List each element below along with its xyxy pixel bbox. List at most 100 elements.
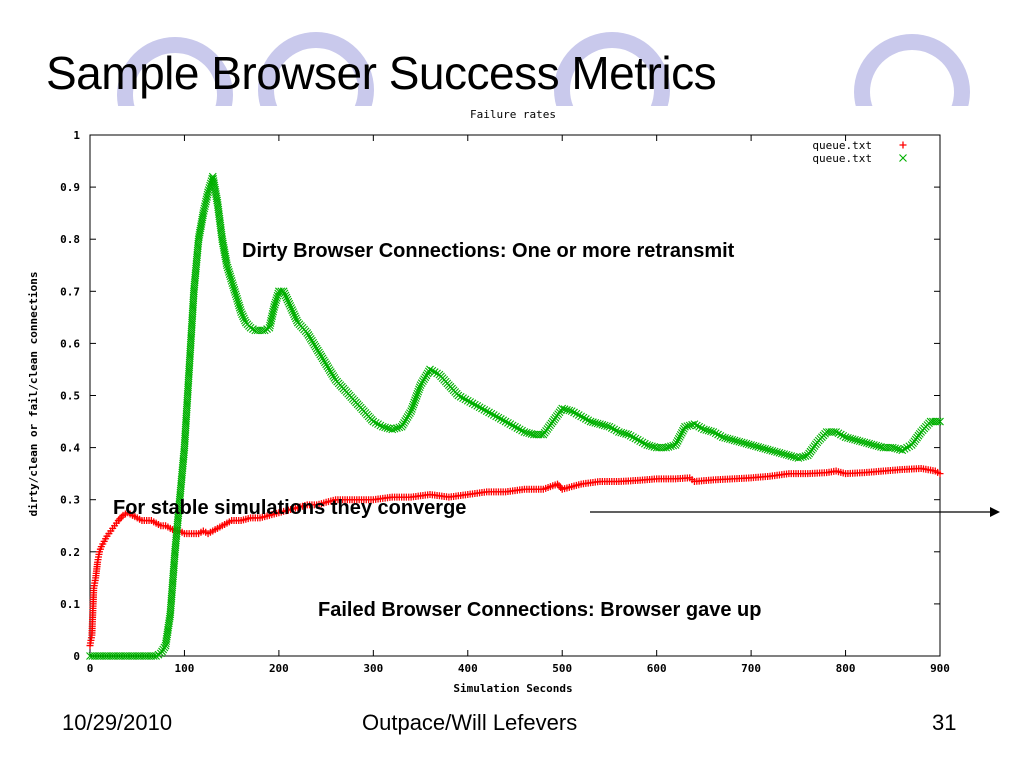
trace-mark	[96, 545, 104, 553]
trace-mark	[677, 428, 686, 437]
trace-mark	[513, 424, 522, 432]
trace-mark	[612, 426, 621, 435]
trace-mark	[231, 290, 240, 299]
trace-mark	[584, 416, 593, 425]
legend-marker	[899, 154, 907, 162]
trace-mark	[112, 519, 120, 527]
trace-mark	[581, 415, 590, 423]
trace-mark	[159, 522, 167, 530]
trace-mark	[716, 431, 725, 440]
trace-mark	[478, 404, 486, 413]
data-point	[279, 287, 288, 296]
data-point	[577, 412, 585, 421]
trace-mark	[175, 500, 184, 509]
trace-mark	[374, 420, 382, 429]
trace-mark	[711, 429, 720, 438]
trace-mark	[789, 452, 798, 461]
trace-mark	[674, 435, 683, 443]
data-point	[596, 420, 604, 429]
trace-mark	[415, 383, 424, 392]
page-number: 31	[932, 710, 957, 735]
trace-mark	[598, 420, 607, 429]
trace-mark	[610, 425, 619, 434]
trace-mark	[636, 437, 645, 445]
trace-mark	[408, 405, 416, 413]
trace-mark	[160, 643, 169, 652]
y-tick-label: 0.9	[60, 181, 80, 194]
trace-mark	[638, 438, 647, 447]
trace-mark	[534, 430, 543, 439]
trace-mark	[579, 413, 588, 422]
y-tick-label: 0.7	[60, 285, 80, 298]
trace-mark	[697, 424, 706, 432]
trace-mark	[229, 281, 237, 290]
trace-mark	[903, 443, 911, 452]
y-tick-label: 0.1	[60, 598, 80, 611]
trace-mark	[222, 257, 231, 265]
y-tick-label: 1	[73, 129, 80, 142]
data-point	[747, 441, 755, 449]
data-point	[870, 441, 878, 449]
trace-mark	[150, 518, 158, 526]
trace-mark	[714, 430, 722, 439]
trace-mark	[723, 434, 732, 443]
trace-mark	[109, 524, 117, 532]
trace-mark	[272, 294, 281, 302]
trace-mark	[761, 445, 770, 453]
trace-mark	[301, 327, 310, 336]
trace-mark	[475, 403, 484, 412]
data-point	[227, 276, 236, 285]
trace-mark	[271, 298, 280, 307]
trace-mark	[102, 535, 110, 543]
trace-mark	[282, 293, 291, 302]
trace-mark	[412, 392, 421, 400]
trace-mark	[136, 515, 144, 523]
trace-mark	[704, 426, 713, 435]
data-point	[567, 407, 576, 416]
series-1	[86, 464, 944, 650]
trace-mark	[290, 310, 298, 319]
trace-mark	[675, 433, 684, 441]
data-point	[624, 430, 633, 439]
trace-mark	[508, 421, 517, 430]
trace-mark	[593, 419, 602, 428]
trace-mark	[266, 319, 275, 328]
trace-mark	[893, 445, 902, 453]
trace-mark	[201, 202, 209, 211]
trace-mark	[198, 213, 207, 222]
trace-mark	[272, 296, 281, 305]
trace-mark	[267, 314, 276, 323]
data-point	[643, 441, 652, 449]
trace-mark	[933, 417, 942, 426]
trace-mark	[600, 421, 609, 430]
trace-mark	[733, 437, 741, 445]
y-tick-label: 0.4	[60, 442, 80, 455]
trace-mark	[461, 395, 470, 404]
trace-mark	[619, 429, 628, 438]
data-point	[785, 451, 793, 460]
trace-mark	[185, 370, 193, 378]
trace-mark	[702, 426, 711, 434]
data-point	[671, 441, 680, 449]
data-point	[501, 417, 510, 426]
trace-mark	[154, 520, 162, 528]
trace-mark	[226, 272, 235, 281]
data-point	[378, 422, 387, 431]
trace-mark	[192, 530, 200, 538]
trace-mark	[223, 263, 232, 272]
data-point	[289, 308, 297, 317]
trace-mark	[796, 453, 805, 462]
series-1-trace	[86, 465, 942, 647]
trace-mark	[537, 430, 545, 439]
trace-mark	[235, 303, 244, 312]
trace-mark	[411, 394, 420, 402]
x-tick-label: 600	[647, 662, 667, 675]
trace-mark	[268, 312, 276, 321]
trace-mark	[829, 428, 838, 436]
trace-mark	[234, 299, 243, 308]
trace-mark	[504, 418, 512, 427]
data-point	[492, 412, 500, 421]
trace-mark	[456, 392, 465, 401]
trace-mark	[768, 446, 777, 455]
